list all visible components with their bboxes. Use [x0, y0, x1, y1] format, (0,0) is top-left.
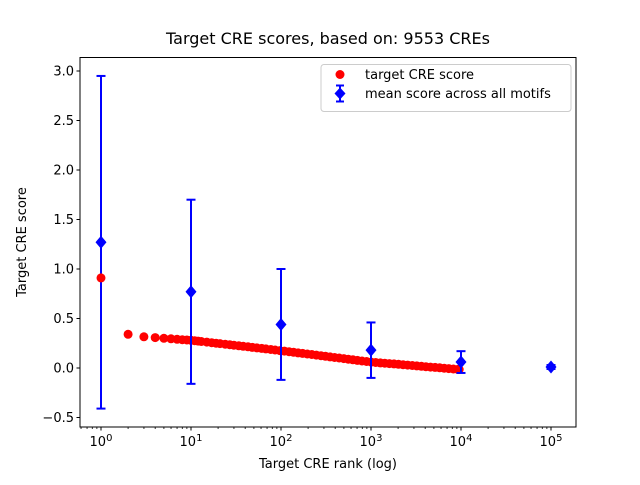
y-tick-label: 0.0 [53, 362, 74, 377]
target-cre-score-series [123, 329, 464, 374]
red-point [159, 333, 169, 343]
mean-diamond [365, 343, 377, 357]
y-axis-ticks: 3.0 2.5 2.0 1.5 1.0 0.5 0.0 −0.5 [42, 65, 80, 426]
y-tick-label: 3.0 [53, 65, 74, 80]
red-point-rank1 [96, 273, 106, 283]
y-tick-label: 1.5 [53, 213, 74, 228]
legend-label-mean-score: mean score across all motifs [365, 87, 551, 102]
legend-frame [320, 64, 572, 112]
y-axis-label: Target CRE score [15, 187, 30, 298]
x-axis-label: Target CRE rank (log) [258, 457, 397, 472]
red-point [139, 332, 149, 342]
mean-diamond [275, 317, 287, 331]
mean-diamond [95, 235, 107, 249]
y-tick-label: 2.0 [53, 164, 74, 179]
legend-diamond-icon [334, 87, 346, 100]
legend: target CRE score mean score across all mo… [320, 64, 572, 112]
y-tick-label: 2.5 [53, 114, 74, 129]
chart-title: Target CRE scores, based on: 9553 CREs [165, 29, 490, 48]
legend-label-target-cre-score: target CRE score [365, 68, 474, 83]
mean-diamond [185, 285, 197, 299]
axes-frame [79, 57, 577, 428]
mean-diamond [545, 360, 557, 374]
mean-diamond [455, 355, 467, 369]
mean-score-series [95, 74, 557, 410]
y-tick-label: 0.5 [53, 312, 74, 327]
y-tick-label: −0.5 [42, 411, 74, 426]
target-cre-score-rank1-point [96, 273, 106, 283]
axes [79, 57, 577, 428]
red-point [123, 329, 133, 339]
legend-circle-icon [335, 70, 345, 79]
red-point [150, 333, 160, 343]
y-tick-label: 1.0 [53, 263, 74, 278]
